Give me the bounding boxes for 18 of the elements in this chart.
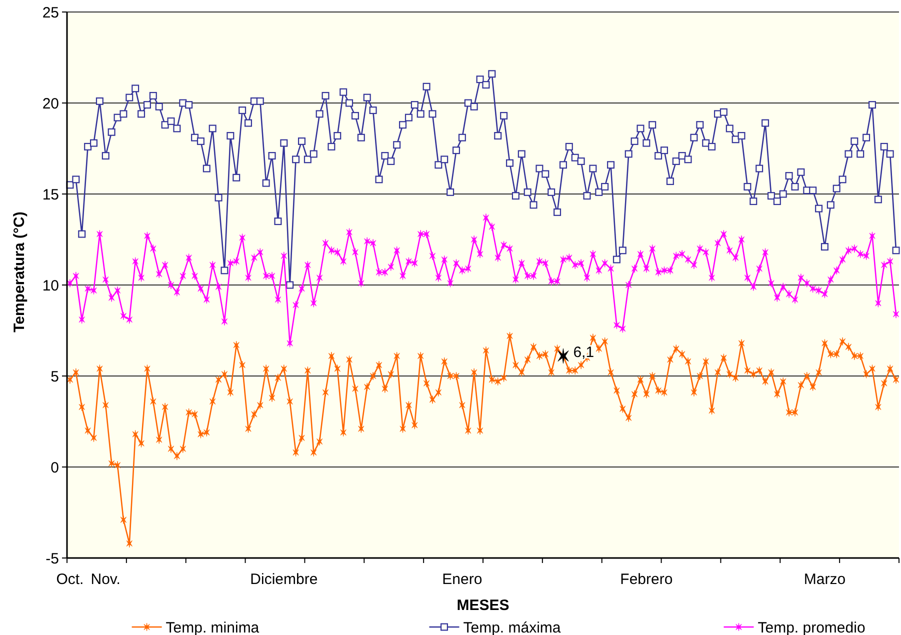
y-tick-label: 5: [50, 368, 59, 386]
y-tick-label: 10: [42, 277, 59, 294]
y-axis-title: Temperatura (°C): [11, 212, 28, 332]
legend-label: Temp. máxima: [463, 619, 562, 635]
x-tick-label: Enero: [442, 571, 482, 588]
y-tick-label: 0: [50, 459, 59, 476]
y-tick-label: 25: [42, 4, 59, 22]
x-tick-label: Diciembre: [250, 571, 318, 588]
x-tick-label: Marzo: [804, 571, 846, 588]
y-tick-label: 20: [42, 95, 59, 112]
x-axis-title: MESES: [456, 597, 510, 614]
legend-label: Temp. minima: [166, 619, 260, 635]
y-tick-label: -5: [46, 550, 59, 568]
x-tick-label: Oct.: [56, 571, 84, 588]
x-tick-label: Febrero: [620, 571, 673, 588]
x-tick-label: Nov.: [90, 571, 120, 588]
legend-label: Temp. promedio: [758, 619, 866, 635]
y-tick-label: 15: [42, 186, 59, 204]
